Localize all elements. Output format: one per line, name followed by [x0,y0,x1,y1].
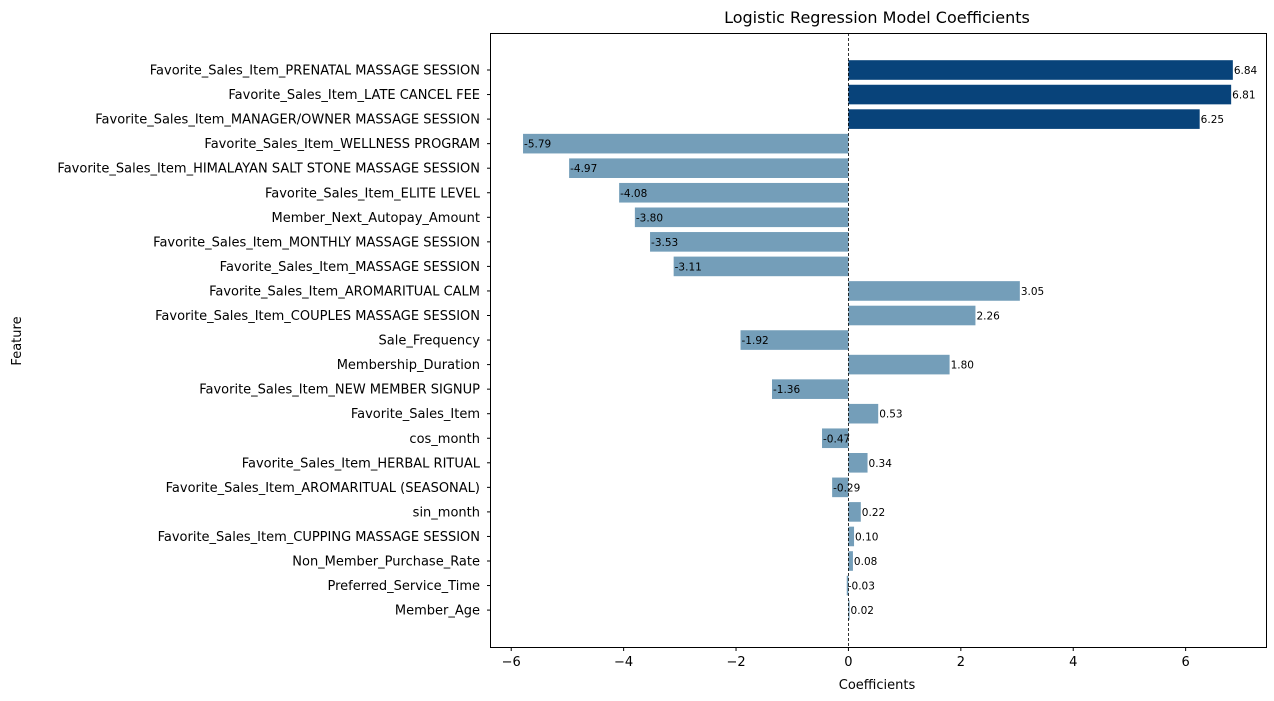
bar [848,403,879,424]
x-tick-label: 0 [844,655,852,670]
data-label: 0.10 [855,531,878,543]
bar [848,453,868,473]
bar [848,526,855,547]
bar [772,379,849,399]
bar [848,305,976,326]
y-tick-label: sin_month [413,505,480,520]
y-tick-label: Favorite_Sales_Item_COUPLES MASSAGE SESS… [155,309,480,324]
bar [848,84,1232,105]
bar [619,182,849,203]
x-axis-title: Coefficients [839,678,916,693]
data-label: 6.81 [1232,90,1255,102]
chart-title: Logistic Regression Model Coefficients [724,8,1030,27]
x-tick-label: 4 [1069,655,1077,670]
bar [832,477,849,498]
data-label: 1.80 [951,360,974,372]
data-label: -3.53 [651,237,678,249]
y-tick-label: Favorite_Sales_Item_AROMARITUAL (SEASONA… [166,481,480,496]
data-label: 3.05 [1021,286,1044,298]
y-tick-label: Favorite_Sales_Item_HERBAL RITUAL [242,456,481,471]
bar [848,551,853,571]
x-tick-label: −4 [614,655,633,670]
y-tick-label: Favorite_Sales_Item_PRENATAL MASSAGE SES… [150,64,480,79]
bar [848,354,950,375]
data-label: 0.22 [862,507,885,519]
y-tick-label: Favorite_Sales_Item [351,407,480,422]
x-axis: −6 −4 −2 0 2 4 6 [502,647,1190,670]
y-tick-label: Membership_Duration [337,358,480,373]
data-label: -4.08 [620,188,647,200]
y-tick-label: cos_month [409,432,480,447]
x-tick-label: 6 [1181,655,1189,670]
y-tick-label: Favorite_Sales_Item_MASSAGE SESSION [220,260,480,275]
data-label: -5.79 [524,139,551,151]
y-tick-label: Favorite_Sales_Item_LATE CANCEL FEE [228,88,480,103]
y-tick-label: Favorite_Sales_Item_AROMARITUAL CALM [209,284,480,299]
plot-area: 6.84 6.81 6.25 -5.79 -4.97 -4.08 -3.80 -3.53 -3.… [523,33,1258,647]
bar [848,600,850,620]
y-axis-title: Feature [10,316,25,365]
y-tick-label: Favorite_Sales_Item_MANAGER/OWNER MASSAG… [95,113,480,128]
x-tick-label: −6 [502,655,521,670]
bar [848,109,1200,129]
bar [673,256,849,277]
bar [848,281,1020,301]
data-label: -3.11 [675,261,702,273]
y-tick-label: Sale_Frequency [379,334,481,349]
data-label: 0.02 [851,605,874,617]
y-tick-label: Favorite_Sales_Item_WELLNESS PROGRAM [204,137,480,152]
bar [848,502,861,522]
y-tick-label: Favorite_Sales_Item_CUPPING MASSAGE SESS… [158,530,480,545]
bar [848,60,1233,80]
data-label: 0.53 [879,409,902,421]
bar [523,133,849,154]
y-tick-label: Favorite_Sales_Item_MONTHLY MASSAGE SESS… [153,235,480,250]
y-tick-label: Favorite_Sales_Item_NEW MEMBER SIGNUP [199,383,480,398]
data-label: -0.03 [848,581,875,593]
bar [634,207,849,228]
y-tick-label: Favorite_Sales_Item_ELITE LEVEL [265,186,481,201]
x-tick-label: 2 [957,655,965,670]
y-tick-label: Favorite_Sales_Item_HIMALAYAN SALT STONE… [57,162,480,177]
data-label: 6.84 [1234,65,1258,77]
bar [569,158,849,178]
data-label: -1.92 [742,335,769,347]
y-tick-label: Member_Next_Autopay_Amount [272,211,480,226]
bar [846,575,849,596]
bar [740,330,849,350]
data-label: 0.34 [869,458,893,470]
y-axis: Favorite_Sales_Item_PRENATAL MASSAGE SES… [57,64,491,619]
y-tick-label: Non_Member_Purchase_Rate [292,555,480,570]
y-tick-label: Member_Age [395,604,480,619]
bar [822,428,849,449]
y-tick-label: Preferred_Service_Time [327,579,480,594]
data-label: 2.26 [976,311,1000,323]
data-label: -0.29 [833,482,860,494]
bar [650,232,849,252]
data-label: -4.97 [570,163,597,175]
data-label: -3.80 [636,212,663,224]
data-label: 6.25 [1201,114,1224,126]
data-label: -1.36 [773,384,800,396]
data-label: 0.08 [854,556,877,568]
x-tick-label: −2 [726,655,745,670]
data-label: -0.47 [823,433,850,445]
